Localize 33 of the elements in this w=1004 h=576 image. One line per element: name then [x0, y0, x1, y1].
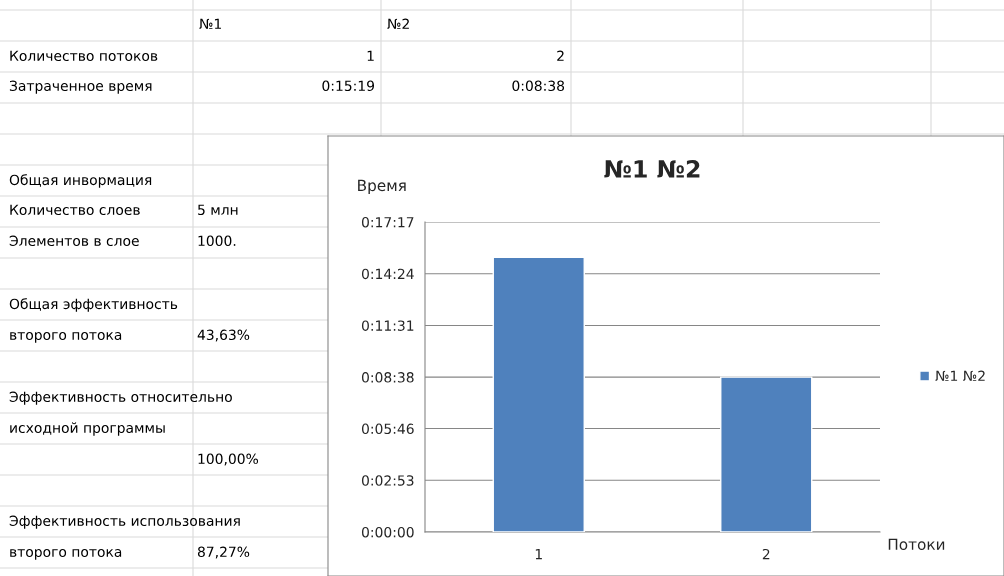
text: Общая эффективность	[9, 298, 178, 312]
legend-label: №1 №2	[935, 370, 985, 381]
text: 87,27%	[197, 546, 250, 559]
text: Затраченное время	[9, 80, 152, 94]
text: 1	[367, 50, 374, 61]
text: 5 млн	[198, 204, 238, 216]
chart-title: №1 №2	[604, 160, 700, 178]
text: Эффективность относительно	[9, 391, 232, 405]
text: 2	[557, 50, 564, 61]
y-tick-label: 0:00:00	[361, 526, 414, 538]
text: второго потока	[10, 549, 122, 560]
text: 0:15:19	[322, 80, 375, 92]
text: исходной программы	[10, 422, 165, 436]
y-tick-label: 0:14:24	[361, 268, 414, 280]
y-tick-label: 0:02:53	[361, 475, 414, 486]
text: Общая инвормация	[9, 174, 152, 188]
text: Эффективность использования	[9, 515, 240, 529]
y-axis-title: Время	[358, 179, 406, 195]
text: 100,00%	[198, 453, 259, 466]
text: 1000.	[198, 235, 236, 247]
text: №2	[387, 18, 409, 29]
text: 0:08:38	[512, 80, 565, 92]
x-axis-title: Потоки	[888, 538, 945, 551]
text: Количество потоков	[10, 50, 158, 62]
y-tick-label: 0:05:46	[361, 423, 414, 435]
text: Количество слоев	[10, 204, 140, 216]
y-tick-label: 0:11:31	[361, 320, 414, 331]
y-tick-label: 0:17:17	[361, 216, 414, 228]
text: второго потока	[10, 332, 122, 343]
text: №1	[199, 18, 221, 29]
text: 43,63%	[197, 329, 250, 342]
y-tick-label: 0:08:38	[361, 372, 414, 383]
text: Элементов в слое	[9, 235, 139, 247]
